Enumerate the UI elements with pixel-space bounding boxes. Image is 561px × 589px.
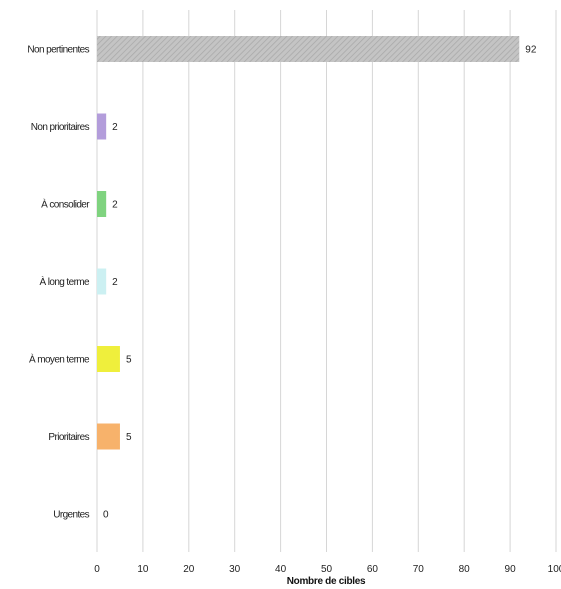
gridlines [96,10,557,552]
x-tick-label: 40 [275,564,287,575]
category-label: Non prioritaires [31,122,90,133]
x-tick-label: 30 [229,564,241,575]
data-label: 2 [112,200,118,211]
category-label: À consolider [41,198,90,211]
x-tick-label: 70 [413,564,425,575]
x-tick-label: 80 [459,564,471,575]
category-label: Urgentes [53,510,89,521]
x-tick-label: 20 [183,564,195,575]
x-tick-label: 100 [548,564,561,575]
data-label: 5 [126,432,132,443]
bars [97,36,520,450]
category-label: Non pertinentes [27,45,89,56]
data-label: 0 [103,510,109,521]
x-tick-label: 50 [321,564,333,575]
data-label: 2 [112,277,118,288]
category-label: À moyen terme [29,353,90,366]
bar [97,191,107,217]
bar [97,113,107,140]
data-label: 5 [126,355,132,366]
x-tick-label: 0 [94,564,100,575]
data-label: 2 [112,122,118,133]
x-axis-title: Nombre de cibles [287,576,366,587]
bar [97,346,120,372]
bar [97,36,520,62]
data-label: 92 [525,45,537,56]
x-tick-label: 90 [505,564,517,575]
bar [97,423,120,450]
labels: 0102030405060708090100Non pertinentes92N… [27,45,561,576]
x-tick-label: 10 [137,564,149,575]
bar [97,268,107,295]
x-tick-label: 60 [367,564,379,575]
category-label: À long terme [40,275,91,288]
category-label: Prioritaires [48,432,89,443]
